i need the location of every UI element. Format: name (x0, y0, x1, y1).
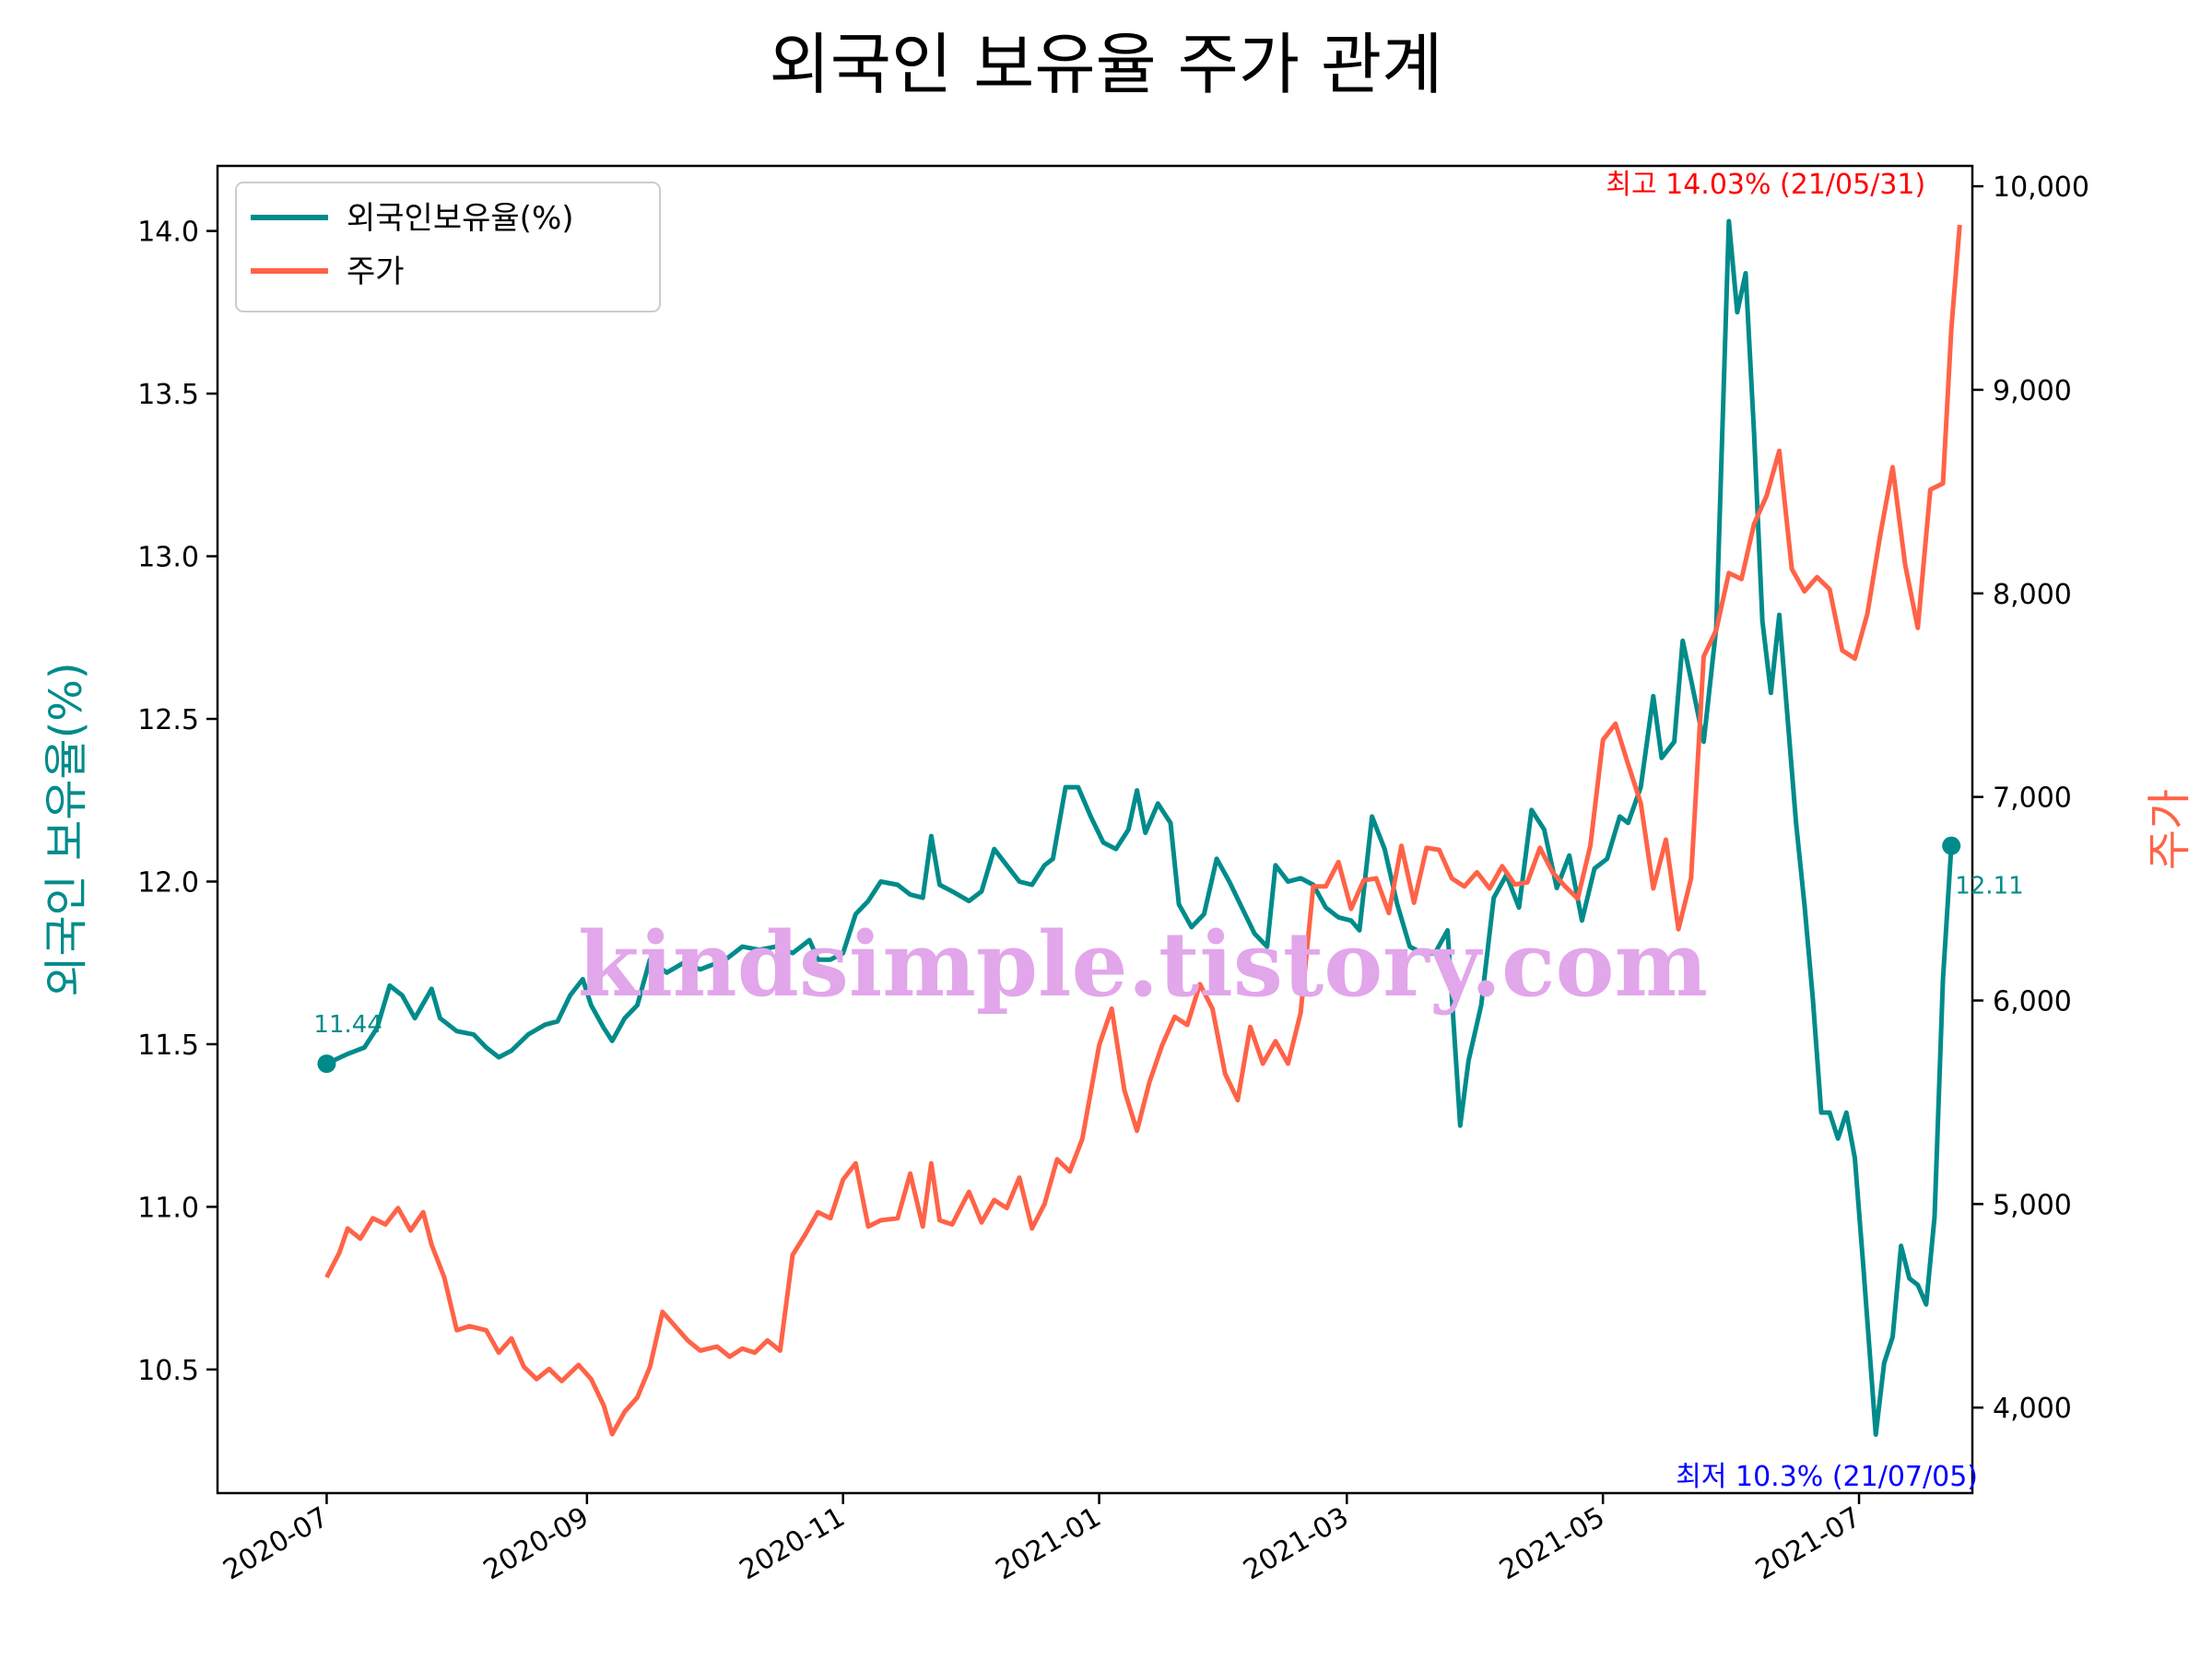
legend-label-foreign-ratio: 외국인보유율(%) (347, 200, 574, 237)
foreign-ratio-line (325, 218, 1954, 1437)
legend: 외국인보유율(%) 주가 (235, 182, 661, 312)
endpoint-label: 11.44 (313, 1011, 382, 1039)
plot-frame (216, 164, 1974, 1495)
right-tick-label: 5,000 (1993, 1189, 2072, 1221)
min-annotation: 최저 10.3% (21/07/05) (1676, 1461, 1978, 1493)
left-tick-label: 12.5 (137, 704, 199, 736)
left-tick-label: 12.0 (137, 866, 199, 899)
stock-price-line (324, 224, 1962, 1437)
left-tick-label: 13.0 (137, 542, 199, 574)
x-tick-label: 2021-03 (1238, 1501, 1354, 1587)
legend-label-stock-price: 주가 (347, 253, 405, 290)
max-annotation: 최고 14.03% (21/05/31) (1606, 169, 1925, 201)
right-tick-label: 4,000 (1993, 1393, 2072, 1425)
right-tick-label: 9,000 (1993, 375, 2072, 407)
right-axis-label: 주가 (2144, 789, 2195, 870)
x-tick-label: 2020-07 (218, 1501, 334, 1587)
endpoint-marker (1942, 836, 1961, 855)
x-tick-label: 2021-01 (990, 1501, 1106, 1587)
left-axis-label: 외국인 보유율(%) (41, 662, 92, 996)
x-axis-ticks: 2020-07 2020-09 2020-11 2021-01 2021-03 2021-… (218, 1493, 1866, 1587)
annotation-layer: 최고 14.03% (21/05/31) 최저 10.3% (21/07/05) (1606, 169, 1978, 1493)
left-axis-ticks: 10.5 11.0 11.5 12.0 12.5 13.0 13.5 14.0 (137, 217, 218, 1387)
left-tick-label: 14.0 (137, 217, 199, 249)
series-layer (324, 218, 1962, 1437)
endpoint-marker (317, 1054, 336, 1074)
right-tick-label: 8,000 (1993, 579, 2072, 611)
left-tick-label: 13.5 (137, 379, 199, 411)
x-tick-label: 2021-05 (1494, 1501, 1610, 1587)
endpoint-label: 12.11 (1955, 873, 2023, 900)
right-tick-label: 10,000 (1993, 171, 2089, 204)
x-tick-label: 2020-11 (735, 1501, 851, 1587)
right-tick-label: 7,000 (1993, 782, 2072, 815)
marker-layer: 11.44 12.11 (313, 836, 2024, 1074)
x-tick-label: 2020-09 (478, 1501, 594, 1587)
x-tick-label: 2021-07 (1750, 1501, 1866, 1587)
left-tick-label: 11.0 (137, 1192, 199, 1224)
chart-title: 외국인 보유율 주가 관계 (769, 26, 1442, 103)
right-axis-ticks: 4,000 5,000 6,000 7,000 8,000 9,000 10,000 (1972, 171, 2089, 1425)
right-tick-label: 6,000 (1993, 986, 2072, 1018)
watermark-text: kindsimple.tistory.com (578, 912, 1708, 1017)
left-tick-label: 11.5 (137, 1030, 199, 1062)
left-tick-label: 10.5 (137, 1355, 199, 1387)
